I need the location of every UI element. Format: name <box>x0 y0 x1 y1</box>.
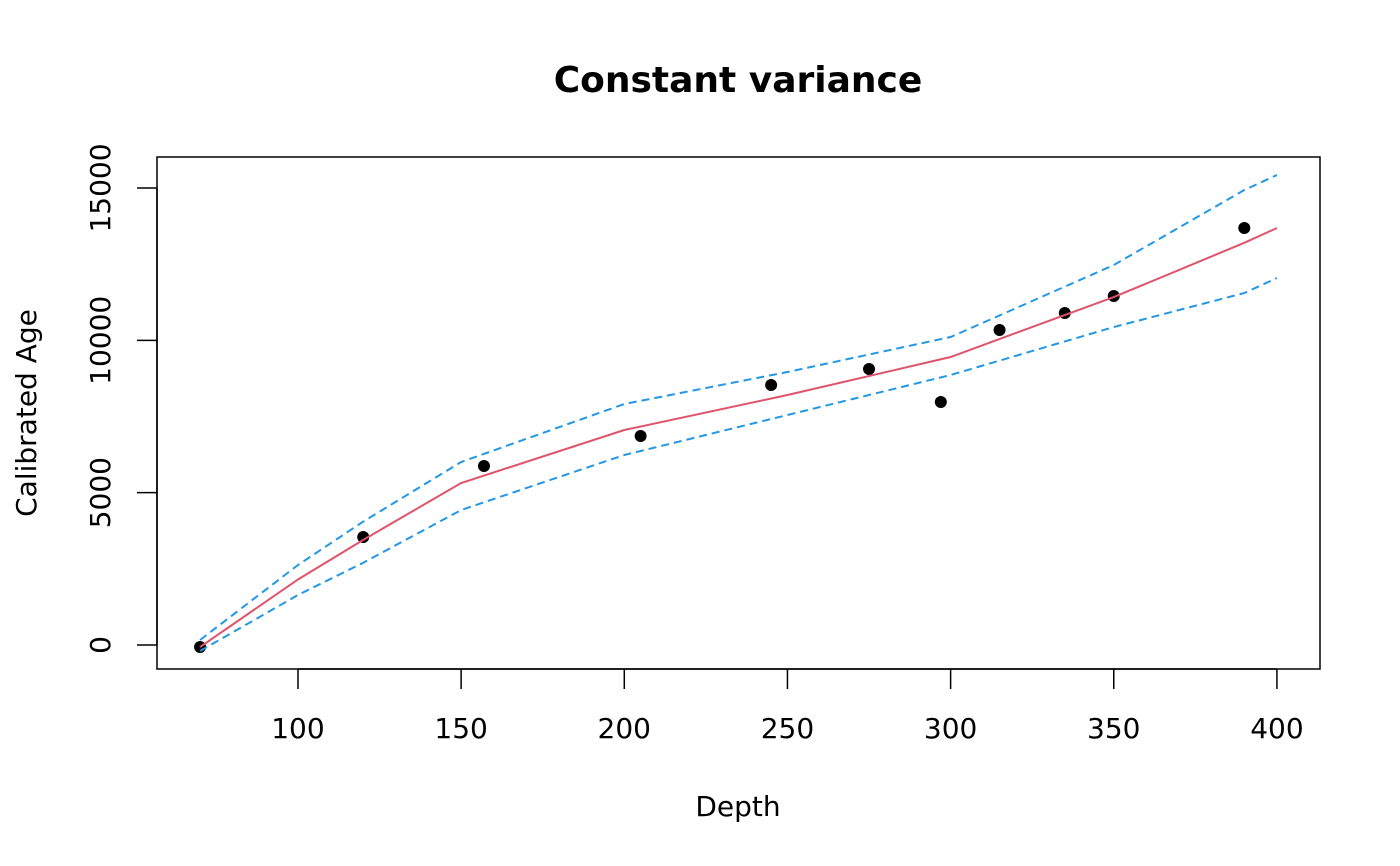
y-tick-label: 10000 <box>84 296 117 385</box>
fit-line <box>199 227 1278 648</box>
data-point <box>634 429 647 442</box>
data-point <box>863 363 876 376</box>
x-tick-label: 250 <box>761 712 814 745</box>
x-tick-label: 100 <box>271 712 324 745</box>
x-tick-label: 150 <box>434 712 487 745</box>
x-tick-label: 300 <box>924 712 977 745</box>
data-point <box>357 530 370 543</box>
y-axis-label: Calibrated Age <box>10 309 43 517</box>
data-point <box>1238 222 1251 235</box>
data-point <box>934 396 947 409</box>
confidence-line <box>199 277 1278 652</box>
x-tick-label: 350 <box>1087 712 1140 745</box>
plot-frame <box>156 156 1321 670</box>
x-axis-label: Depth <box>695 790 780 823</box>
y-tick-label: 15000 <box>84 143 117 232</box>
chart-title: Constant variance <box>554 60 923 101</box>
data-point <box>993 324 1006 337</box>
y-tick-label: 5000 <box>84 457 117 528</box>
x-tick-label: 400 <box>1250 712 1303 745</box>
x-tick-label: 200 <box>598 712 651 745</box>
confidence-line <box>199 174 1278 641</box>
data-point <box>477 459 490 472</box>
data-point <box>765 379 778 392</box>
y-tick-label: 0 <box>84 636 117 654</box>
